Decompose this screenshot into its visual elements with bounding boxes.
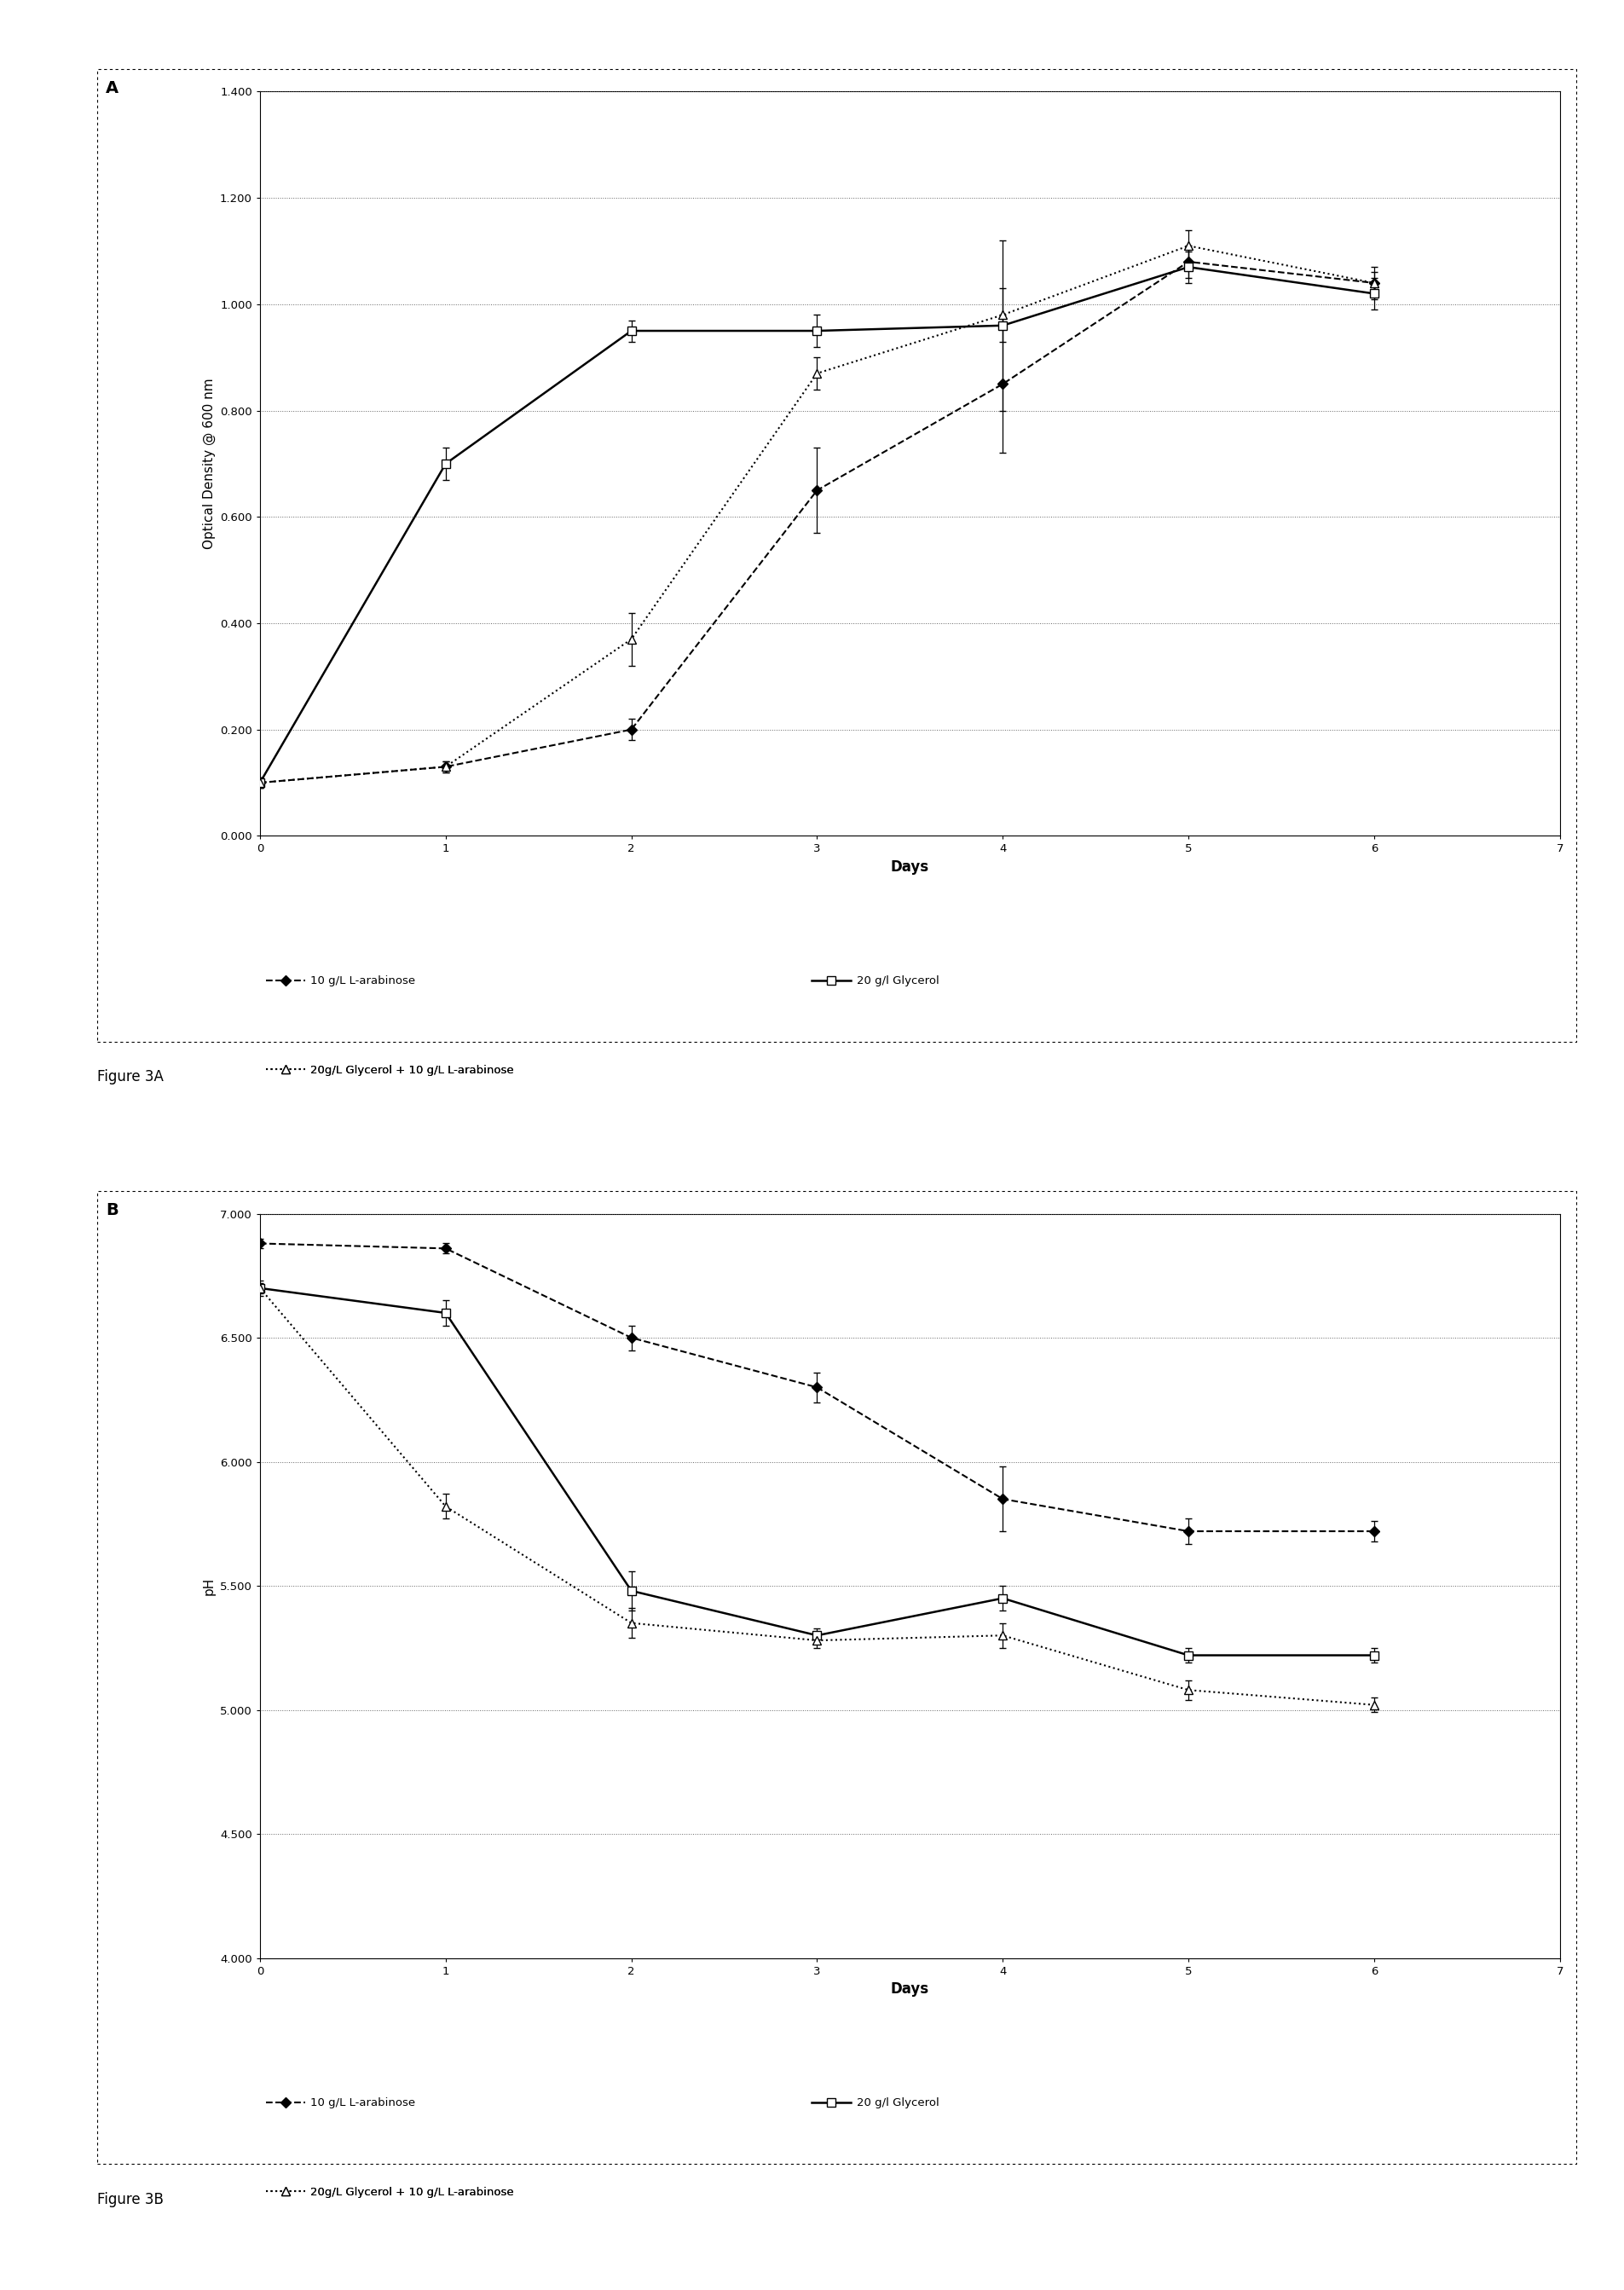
Text: Figure 3B: Figure 3B bbox=[97, 2192, 164, 2208]
Legend: 20g/L Glycerol + 10 g/L L-arabinose: 20g/L Glycerol + 10 g/L L-arabinose bbox=[265, 1065, 513, 1076]
Text: A: A bbox=[106, 80, 119, 96]
X-axis label: Days: Days bbox=[890, 1981, 929, 1997]
Legend: 20g/L Glycerol + 10 g/L L-arabinose: 20g/L Glycerol + 10 g/L L-arabinose bbox=[265, 2187, 513, 2198]
X-axis label: Days: Days bbox=[890, 859, 929, 875]
Text: Figure 3A: Figure 3A bbox=[97, 1069, 164, 1085]
Y-axis label: Optical Density @ 600 nm: Optical Density @ 600 nm bbox=[203, 378, 214, 550]
Text: B: B bbox=[106, 1202, 119, 1218]
Y-axis label: pH: pH bbox=[203, 1578, 214, 1594]
